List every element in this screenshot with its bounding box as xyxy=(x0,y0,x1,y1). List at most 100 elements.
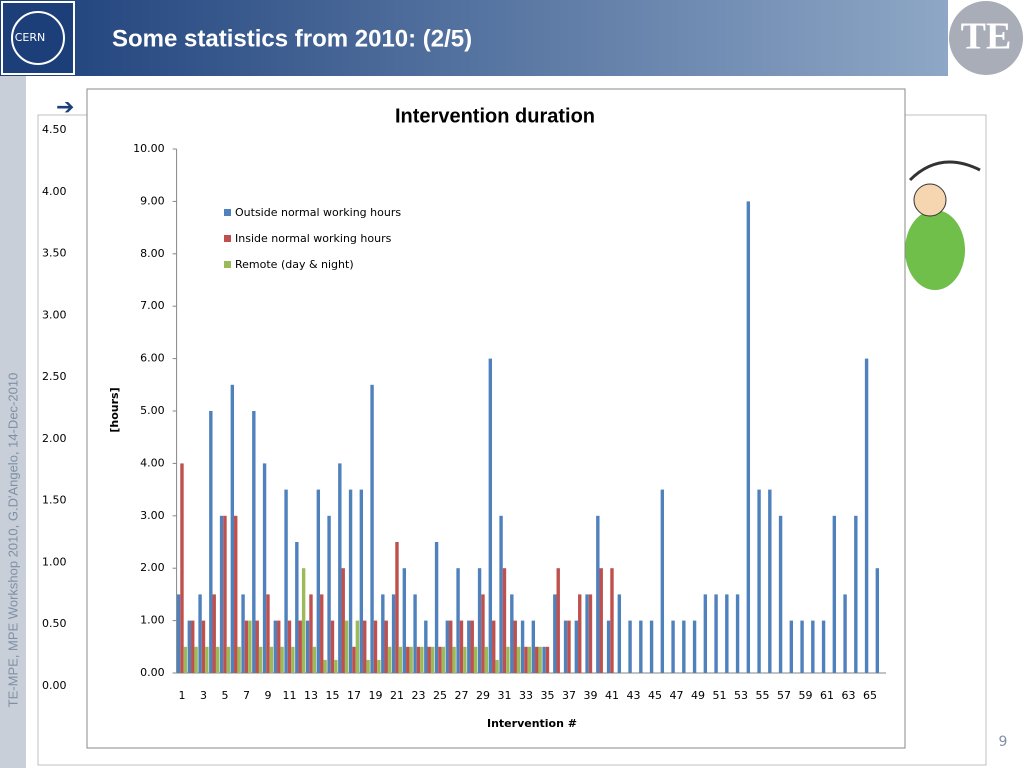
bar xyxy=(395,542,399,673)
x-tick-label: 13 xyxy=(304,689,318,702)
bar xyxy=(660,489,665,673)
bar xyxy=(391,594,396,673)
bar xyxy=(649,620,654,673)
x-tick-label: 47 xyxy=(669,689,683,702)
bar xyxy=(596,515,600,673)
bar xyxy=(341,568,345,673)
bar xyxy=(778,515,783,673)
bar xyxy=(811,620,815,673)
bar xyxy=(226,646,231,673)
y-tick-label: 4.00 xyxy=(140,456,165,469)
y-tick-label: 6.00 xyxy=(140,352,165,365)
bar xyxy=(205,646,209,673)
x-tick-label: 49 xyxy=(691,689,705,702)
background-axis: 4.50 4.00 3.50 3.00 2.50 2.00 1.50 1.00 0.50 0.00 xyxy=(42,123,67,692)
bar xyxy=(438,646,442,673)
bar xyxy=(398,646,403,673)
bar xyxy=(513,620,517,673)
bar xyxy=(477,568,482,673)
bar xyxy=(323,659,327,673)
background-tick-label: 4.00 xyxy=(42,185,67,198)
bar xyxy=(588,594,593,673)
bar xyxy=(252,411,256,673)
side-note: TE-MPE, MPE Workshop 2010, G.D'Angelo, 1… xyxy=(5,373,20,708)
bar xyxy=(488,358,493,673)
y-tick-label: 0.00 xyxy=(140,666,165,679)
bar xyxy=(452,646,456,673)
bar xyxy=(352,646,356,673)
bar xyxy=(445,620,450,673)
bar xyxy=(273,620,278,673)
bar xyxy=(473,646,478,673)
bar xyxy=(639,620,643,673)
bar xyxy=(248,620,252,673)
background-tick-label: 1.50 xyxy=(42,494,67,507)
page-number: 9 xyxy=(999,734,1008,750)
bar xyxy=(420,646,424,673)
bar xyxy=(578,594,582,673)
bar xyxy=(843,594,847,673)
bar xyxy=(553,594,557,673)
bar xyxy=(545,646,550,673)
bar xyxy=(219,515,224,673)
y-tick-label: 8.00 xyxy=(140,247,165,260)
x-tick-label: 65 xyxy=(863,689,877,702)
bar xyxy=(266,594,270,673)
bar xyxy=(617,594,622,673)
bar xyxy=(481,594,485,673)
x-tick-label: 5 xyxy=(221,689,228,702)
x-tick-label: 27 xyxy=(454,689,468,702)
x-tick-label: 39 xyxy=(583,689,597,702)
bar xyxy=(269,646,274,673)
bar xyxy=(430,646,435,673)
bar xyxy=(492,620,496,673)
y-axis-label: [hours] xyxy=(108,387,121,432)
y-tick-label: 1.00 xyxy=(140,614,165,627)
x-tick-label: 21 xyxy=(390,689,404,702)
background-tick-label: 4.50 xyxy=(42,123,67,136)
y-tick-label: 7.00 xyxy=(140,299,165,312)
bar xyxy=(291,646,295,673)
bar xyxy=(258,646,263,673)
bar xyxy=(338,463,342,673)
te-logo-text: TE xyxy=(961,16,1012,58)
x-tick-label: 3 xyxy=(200,689,207,702)
bar xyxy=(230,384,235,673)
bar xyxy=(531,620,536,673)
bar xyxy=(209,411,213,673)
bar xyxy=(449,620,453,673)
bar xyxy=(284,489,288,673)
bar xyxy=(671,620,675,673)
legend-swatch xyxy=(224,235,231,242)
bar xyxy=(725,594,729,673)
x-tick-label: 61 xyxy=(820,689,834,702)
x-tick-label: 45 xyxy=(648,689,662,702)
legend-label: Outside normal working hours xyxy=(235,206,401,219)
bar xyxy=(406,646,410,673)
bar xyxy=(556,568,560,673)
x-tick-label: 23 xyxy=(411,689,425,702)
cartoon xyxy=(905,160,981,290)
bar xyxy=(409,646,413,673)
x-tick-label: 63 xyxy=(841,689,855,702)
header-bar xyxy=(0,0,948,76)
bar xyxy=(495,659,499,673)
bar xyxy=(459,620,464,673)
bar xyxy=(309,594,313,673)
bar xyxy=(628,620,632,673)
bar xyxy=(262,463,267,673)
bar xyxy=(334,659,338,673)
bar xyxy=(320,594,324,673)
bar xyxy=(854,515,858,673)
bar xyxy=(599,568,603,673)
bar xyxy=(255,620,259,673)
bar xyxy=(520,620,525,673)
te-logo xyxy=(949,1,1023,75)
bar xyxy=(535,646,539,673)
legend-label: Inside normal working hours xyxy=(235,232,392,245)
bar xyxy=(183,646,188,673)
legend-swatch xyxy=(224,261,231,268)
bar xyxy=(301,568,306,673)
bar xyxy=(821,620,826,673)
